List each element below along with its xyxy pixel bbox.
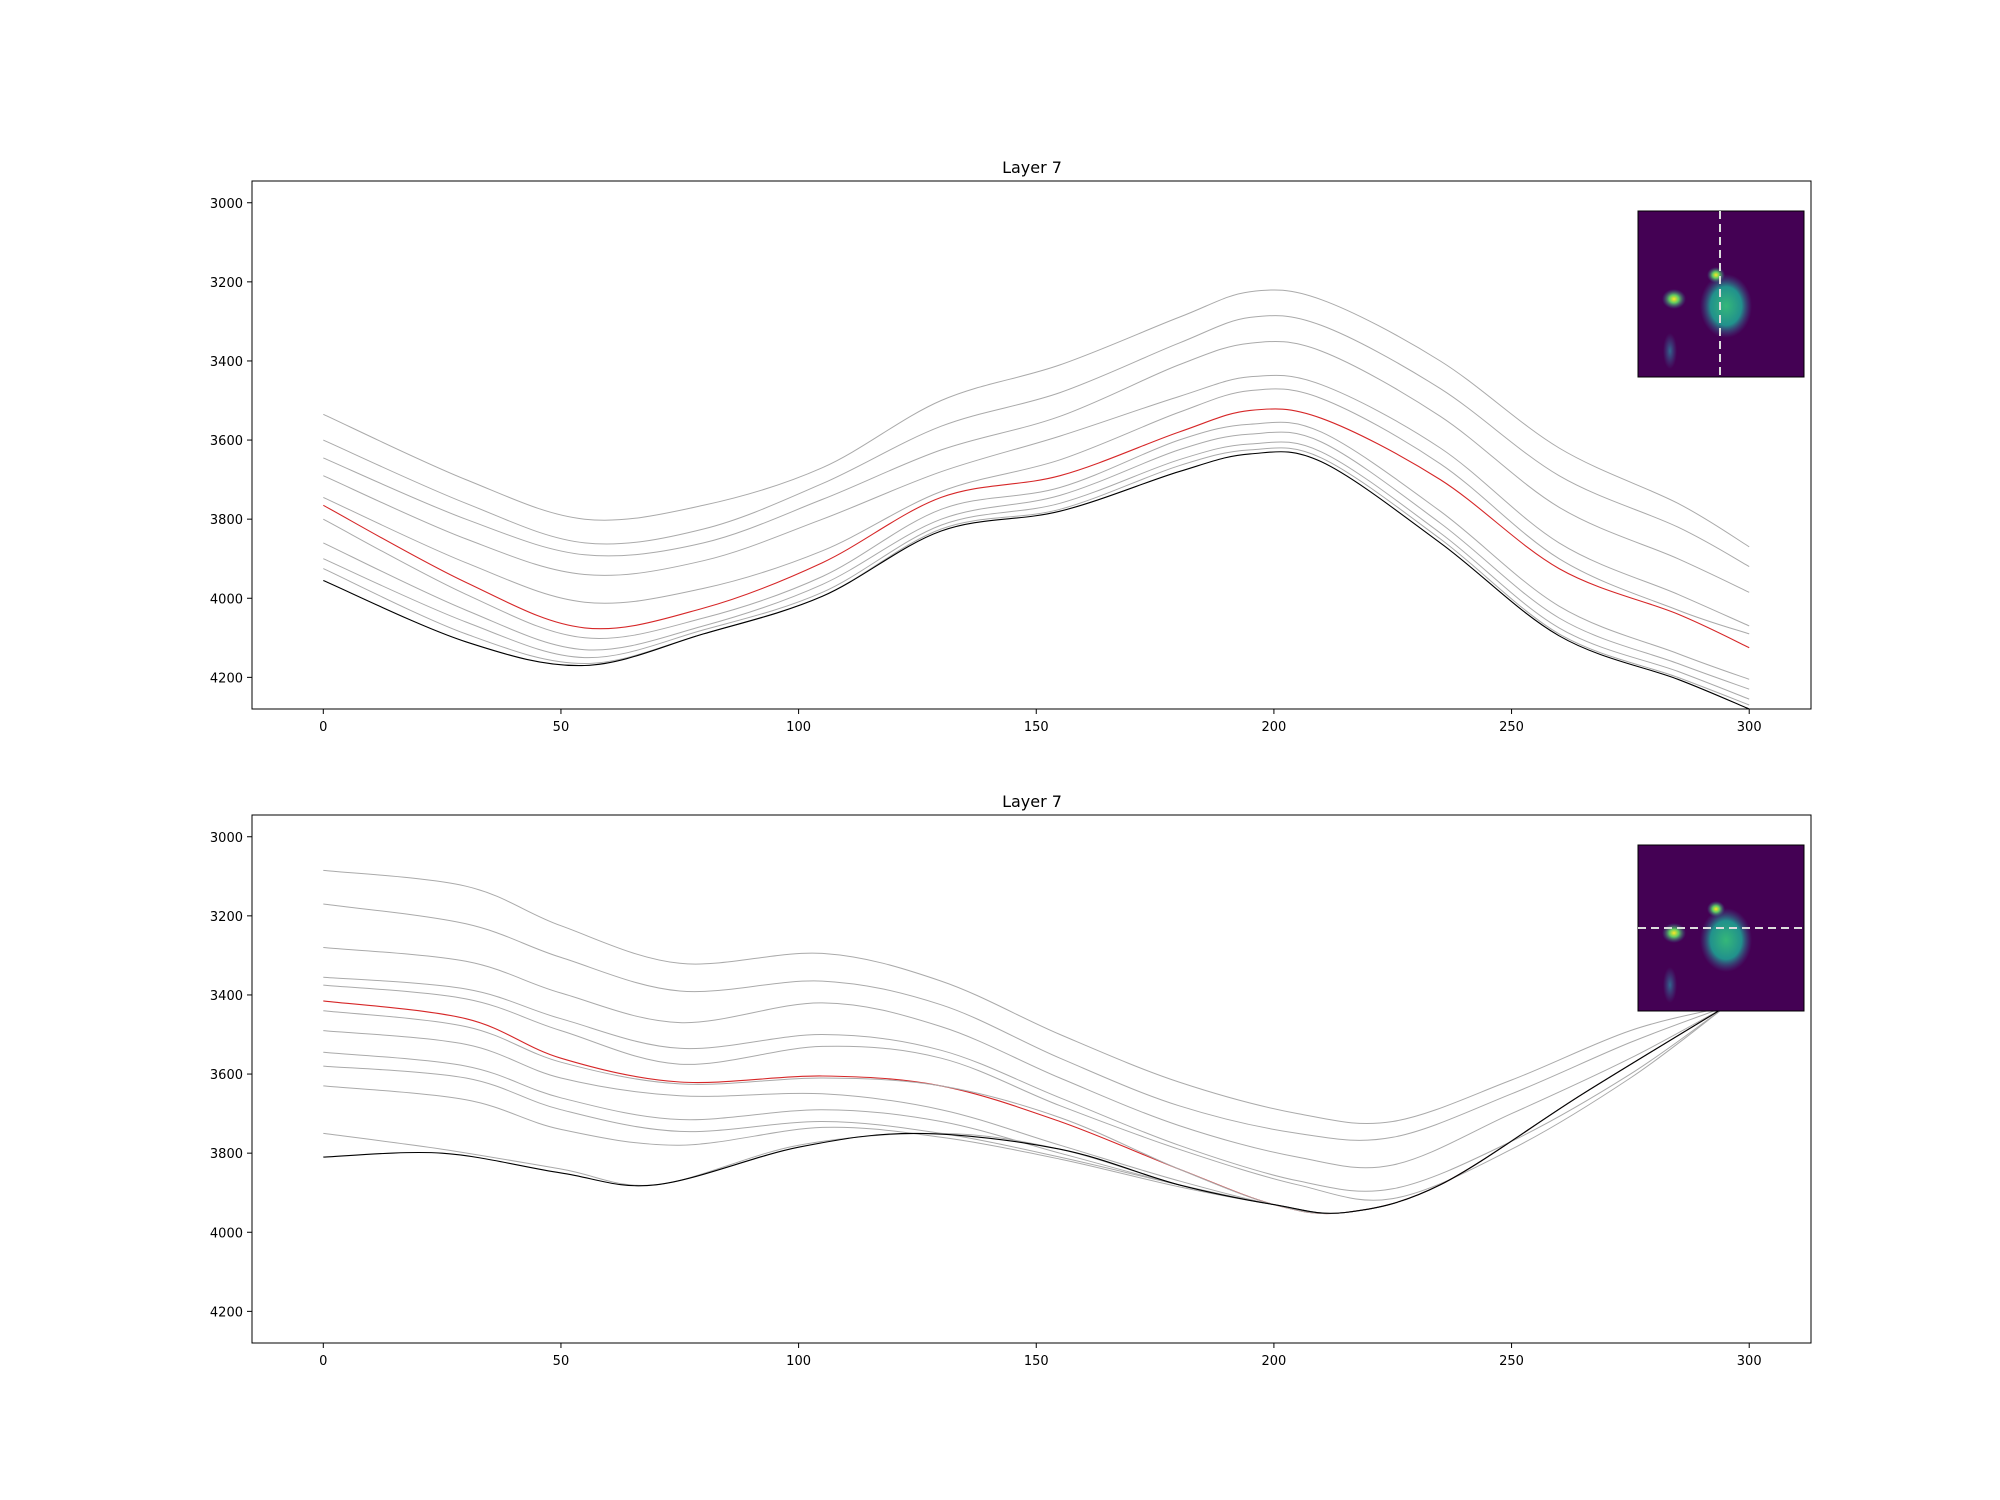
- inset-blob: [1700, 274, 1752, 338]
- inset-blob: [1663, 967, 1677, 1003]
- series-line: [323, 947, 1726, 1169]
- base-series-line: [323, 1006, 1726, 1214]
- series-line: [323, 441, 1750, 700]
- series-line: [323, 447, 1750, 706]
- inset-heatmap: [1637, 210, 1805, 378]
- inset-blob: [1700, 908, 1752, 972]
- x-tick-label: 200: [1261, 1354, 1286, 1369]
- y-tick-label: 4200: [210, 671, 243, 686]
- plot-frame: [251, 180, 1812, 710]
- series-line: [323, 289, 1750, 548]
- highlight-series-line: [323, 408, 1750, 649]
- series-line: [323, 1006, 1726, 1214]
- x-tick-label: 250: [1499, 1354, 1524, 1369]
- y-tick-label: 3600: [210, 434, 243, 449]
- series-line: [323, 431, 1750, 690]
- y-tick-label: 3000: [210, 197, 243, 212]
- y-tick-label: 3200: [210, 276, 243, 291]
- inset-blob: [1662, 289, 1686, 309]
- x-tick-label: 150: [1024, 1354, 1049, 1369]
- top-chart-panel: Layer 7 0 50 100 150 200 250 300 3000 3200 3400 36…: [210, 158, 1812, 735]
- inset-blob: [1707, 267, 1725, 283]
- x-tick-label: 150: [1024, 720, 1049, 735]
- y-tick-label: 3400: [210, 355, 243, 370]
- series-line: [323, 869, 1726, 1125]
- tick-layer: 0 50 100 150 200 250 300 3000 3200 3400 3600 3800 40…: [210, 831, 1762, 1369]
- series-line: [323, 1006, 1726, 1214]
- plot-frame: [251, 814, 1812, 1344]
- base-series-line: [323, 451, 1750, 710]
- x-tick-label: 100: [786, 720, 811, 735]
- chart-title: Layer 7: [1002, 158, 1062, 177]
- series-line: [323, 1006, 1726, 1214]
- x-tick-label: 250: [1499, 720, 1524, 735]
- y-tick-label: 3600: [210, 1068, 243, 1083]
- y-tick-label: 4000: [210, 1226, 243, 1241]
- series-layer: [323, 289, 1750, 710]
- inset-blob: [1662, 923, 1686, 943]
- x-tick-label: 300: [1737, 720, 1762, 735]
- series-line: [323, 984, 1726, 1201]
- series-line: [323, 976, 1726, 1192]
- x-tick-label: 100: [786, 1354, 811, 1369]
- series-line: [323, 1006, 1726, 1214]
- x-tick-label: 50: [553, 1354, 570, 1369]
- x-tick-label: 50: [553, 720, 570, 735]
- series-line: [323, 388, 1750, 635]
- y-tick-label: 3400: [210, 989, 243, 1004]
- chart-title: Layer 7: [1002, 792, 1062, 811]
- x-tick-label: 300: [1737, 1354, 1762, 1369]
- x-tick-label: 200: [1261, 720, 1286, 735]
- series-line: [323, 315, 1750, 568]
- y-tick-label: 4000: [210, 592, 243, 607]
- series-line: [323, 1006, 1726, 1215]
- highlight-series-line: [323, 1000, 1726, 1215]
- bottom-chart-panel: Layer 7 0 50 100 150 200 250 300 3000 3200 3400 36…: [210, 792, 1812, 1369]
- y-tick-label: 3800: [210, 1147, 243, 1162]
- inset-blob: [1707, 901, 1725, 917]
- inset-blob: [1663, 333, 1677, 369]
- series-line: [323, 421, 1750, 680]
- series-line: [323, 1006, 1726, 1214]
- series-line: [323, 903, 1726, 1141]
- series-line: [323, 341, 1750, 593]
- series-layer: [323, 869, 1726, 1215]
- x-tick-label: 0: [319, 720, 327, 735]
- y-tick-label: 3200: [210, 910, 243, 925]
- tick-layer: 0 50 100 150 200 250 300 3000 3200 3400 3600 3800 40…: [210, 197, 1762, 735]
- y-tick-label: 3000: [210, 831, 243, 846]
- y-tick-label: 3800: [210, 513, 243, 528]
- x-tick-label: 0: [319, 1354, 327, 1369]
- y-tick-label: 4200: [210, 1305, 243, 1320]
- inset-heatmap: [1637, 844, 1805, 1012]
- series-line: [323, 374, 1750, 627]
